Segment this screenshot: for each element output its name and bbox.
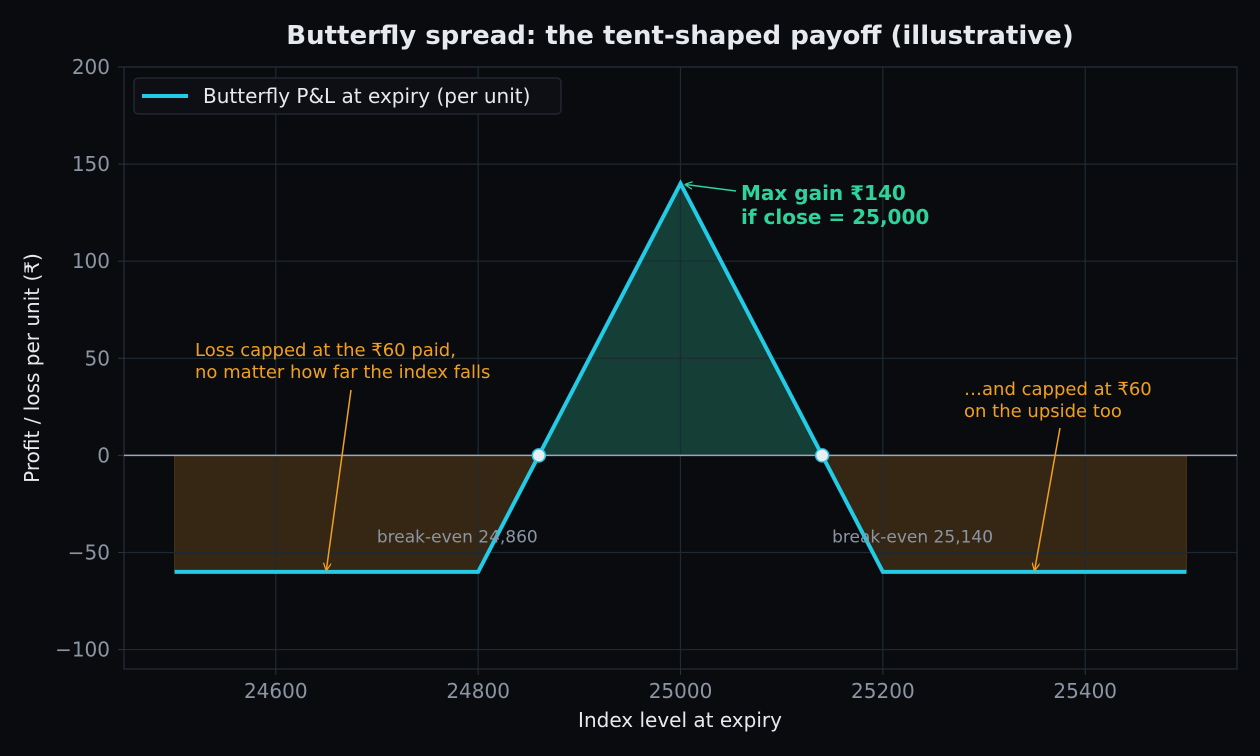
y-tick-label: 200 [72,55,110,79]
break-even-label: break-even 24,860 [377,527,538,547]
x-tick-label: 25200 [851,679,915,703]
x-tick-label: 24800 [446,679,510,703]
legend-label: Butterfly P&L at expiry (per unit) [203,84,530,108]
max-gain-annotation: if close = 25,000 [741,205,929,229]
max-gain-arrow [686,185,737,192]
x-tick-label: 25400 [1053,679,1117,703]
payoff-line [174,179,1187,574]
chart-title: Butterfly spread: the tent-shaped payoff… [286,21,1073,51]
y-axis-label: Profit / loss per unit (₹) [20,253,44,483]
x-tick-label: 25000 [649,679,713,703]
max-gain-annotation: Max gain ₹140 [741,181,906,205]
annotation-layer: break-even 24,860 break-even 25,140 Max ga… [195,181,1152,570]
y-tick-label: −100 [55,638,110,662]
loss-right-arrow [1035,427,1061,570]
axes-layer: 24600 24800 25000 25200 25400 200 150 100 50 0 −50… [55,55,1238,703]
x-tick-label: 24600 [244,679,308,703]
loss-fill-right [821,454,1187,573]
series-layer [124,179,1237,574]
y-tick-label: −50 [68,540,110,564]
loss-left-arrow [326,389,352,570]
loss-fill-left [174,454,540,573]
y-tick-label: 100 [72,249,110,273]
y-tick-label: 0 [97,443,110,467]
x-axis-label: Index level at expiry [578,708,782,732]
loss-right-annotation: on the upside too [964,401,1122,422]
break-even-marker [531,448,547,463]
break-even-label: break-even 25,140 [832,527,993,547]
loss-right-annotation: …and capped at ₹60 [964,379,1152,400]
y-tick-label: 50 [85,346,110,370]
loss-left-annotation: no matter how far the index falls [195,362,490,383]
loss-left-annotation: Loss capped at the ₹60 paid, [195,340,456,361]
legend: Butterfly P&L at expiry (per unit) [133,77,562,115]
y-tick-label: 150 [72,152,110,176]
break-even-marker [814,448,830,463]
legend-box [133,77,562,115]
